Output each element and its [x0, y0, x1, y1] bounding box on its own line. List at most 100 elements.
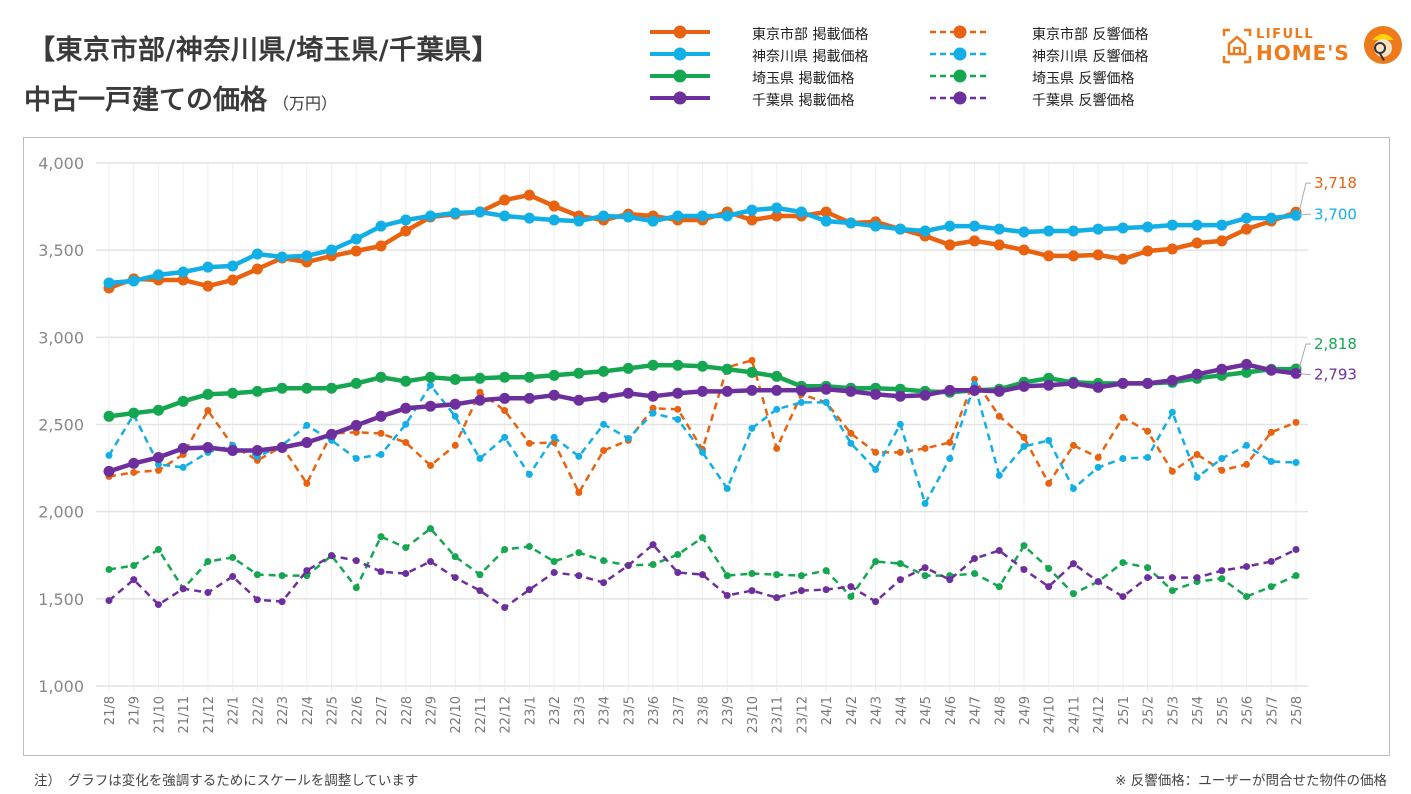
lifull-homes-logo: LIFULL HOME'S — [1222, 24, 1402, 68]
data-point — [152, 404, 164, 416]
data-point — [573, 394, 585, 406]
data-point — [1117, 377, 1129, 389]
data-point — [921, 499, 929, 507]
data-point — [1142, 221, 1154, 233]
chart-title-regions: 【東京市部/神奈川県/埼玉県/千葉県】 — [28, 35, 500, 66]
data-point — [525, 543, 533, 551]
data-point — [352, 557, 360, 565]
data-point — [872, 598, 880, 606]
data-point — [451, 441, 459, 449]
data-point — [402, 544, 410, 552]
x-tick-label: 25/3 — [1166, 696, 1181, 725]
legend-swatch — [930, 69, 990, 83]
data-point — [1267, 558, 1275, 566]
data-point — [474, 372, 486, 384]
x-tick-label: 24/5 — [919, 696, 934, 725]
data-point — [721, 385, 733, 397]
data-point — [697, 385, 708, 397]
data-point — [204, 407, 212, 415]
data-point — [1144, 574, 1152, 582]
data-point — [377, 568, 385, 576]
data-point — [154, 545, 162, 553]
legend-swatch — [650, 91, 710, 105]
data-point — [103, 277, 115, 289]
data-point — [154, 601, 162, 609]
data-point — [525, 470, 533, 478]
data-point — [575, 488, 583, 496]
data-point — [896, 576, 904, 584]
legend-item: 神奈川県 反響価格 — [928, 44, 1228, 66]
data-point — [251, 444, 263, 456]
data-point — [1168, 587, 1176, 595]
data-point — [773, 405, 781, 413]
data-point — [746, 366, 758, 378]
data-point — [1020, 433, 1028, 441]
data-point — [896, 448, 904, 456]
y-tick-label: 2,500 — [38, 416, 84, 435]
data-point — [130, 562, 138, 570]
data-point — [771, 384, 783, 396]
data-point — [1191, 237, 1203, 249]
data-point — [870, 388, 882, 400]
y-tick-label: 3,000 — [38, 328, 84, 347]
data-point — [424, 210, 436, 222]
data-point — [971, 570, 979, 578]
data-point — [1218, 466, 1226, 474]
data-point — [253, 596, 261, 604]
x-tick-label: 22/3 — [276, 696, 291, 725]
data-point — [177, 266, 189, 278]
data-point — [179, 463, 187, 471]
y-tick-label: 2,000 — [38, 503, 84, 522]
data-point — [649, 409, 657, 417]
logo-text-homes: HOME'S — [1256, 41, 1350, 65]
x-tick-label: 24/6 — [944, 696, 959, 725]
data-point — [820, 206, 832, 218]
data-point — [548, 389, 560, 401]
legend-label: 東京市部 掲載価格 — [752, 27, 869, 43]
data-point — [1241, 212, 1253, 224]
data-point — [377, 533, 385, 541]
data-point — [103, 465, 115, 477]
x-tick-label: 25/5 — [1216, 696, 1231, 725]
data-point — [946, 576, 954, 584]
data-point — [474, 394, 486, 406]
data-point — [103, 410, 115, 422]
data-point — [1193, 450, 1201, 458]
data-point — [550, 438, 558, 446]
data-point — [424, 371, 436, 383]
data-point — [474, 206, 486, 218]
x-tick-label: 22/8 — [400, 696, 415, 725]
data-point — [350, 419, 362, 431]
legend-item: 埼玉県 反響価格 — [928, 66, 1228, 88]
x-tick-label: 22/11 — [474, 696, 489, 733]
data-point — [177, 442, 189, 454]
data-point — [600, 446, 608, 454]
data-point — [600, 420, 608, 428]
data-point — [1045, 564, 1053, 572]
data-point — [402, 420, 410, 428]
legend-label: 埼玉県 反響価格 — [1032, 71, 1135, 87]
x-tick-label: 23/4 — [598, 696, 613, 725]
x-tick-label: 24/9 — [1018, 696, 1033, 725]
data-point — [227, 274, 239, 286]
data-point — [550, 433, 558, 441]
data-point — [550, 569, 558, 577]
data-point — [303, 421, 311, 429]
data-point — [919, 225, 931, 237]
data-point — [649, 541, 657, 549]
legend-label: 神奈川県 掲載価格 — [752, 49, 869, 65]
data-point — [154, 460, 162, 468]
data-point — [424, 400, 436, 412]
data-point — [451, 574, 459, 582]
y-tick-label: 1,000 — [38, 677, 84, 696]
x-tick-label: 23/11 — [771, 696, 786, 733]
x-tick-label: 24/8 — [993, 696, 1008, 725]
end-label-leader — [1298, 372, 1311, 375]
data-point — [130, 576, 138, 584]
data-point — [1020, 542, 1028, 550]
data-point — [499, 194, 511, 206]
data-point — [400, 225, 412, 237]
data-point — [1267, 428, 1275, 436]
data-point — [797, 572, 805, 580]
data-point — [1045, 583, 1053, 591]
